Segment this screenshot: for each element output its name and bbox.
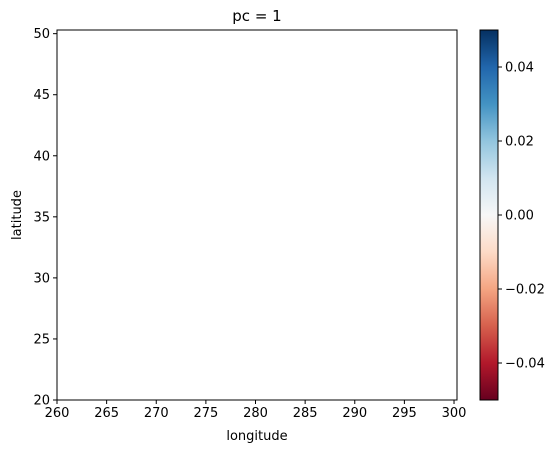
x-tick-label: 290 (342, 406, 367, 421)
x-tick-label: 275 (193, 406, 218, 421)
y-tick-label: 45 (33, 88, 50, 103)
plot-area (56, 29, 458, 401)
x-tick-label: 300 (442, 406, 467, 421)
x-tick-label: 280 (243, 406, 268, 421)
colorbar-tick-label: −0.04 (505, 357, 545, 372)
y-tick-label: 50 (33, 27, 50, 42)
x-axis-label: longitude (226, 429, 287, 444)
y-tick-label: 30 (33, 271, 50, 286)
y-axis-label: latitude (10, 190, 25, 240)
colorbar-tick-label: 0.02 (505, 135, 534, 150)
y-axis-ticks: 20 25 30 35 40 45 50 (33, 27, 57, 409)
x-axis-ticks: 260 265 270 275 280 285 290 295 300 (45, 400, 467, 421)
colorbar-tick-label: 0.00 (505, 209, 534, 224)
x-tick-label: 295 (392, 406, 417, 421)
x-tick-label: 270 (144, 406, 169, 421)
colorbar-ticks: −0.04 −0.02 0.00 0.02 0.04 (498, 61, 545, 372)
y-tick-label: 35 (33, 210, 50, 225)
colorbar-tick-label: 0.04 (505, 61, 534, 76)
colorbar (479, 29, 499, 401)
y-tick-label: 25 (33, 332, 50, 347)
y-tick-label: 40 (33, 149, 50, 164)
x-tick-label: 260 (45, 406, 70, 421)
x-tick-label: 265 (94, 406, 119, 421)
y-tick-label: 20 (33, 394, 50, 409)
x-tick-label: 285 (293, 406, 318, 421)
colorbar-tick-label: −0.02 (505, 283, 545, 298)
chart-title: pc = 1 (232, 7, 281, 25)
